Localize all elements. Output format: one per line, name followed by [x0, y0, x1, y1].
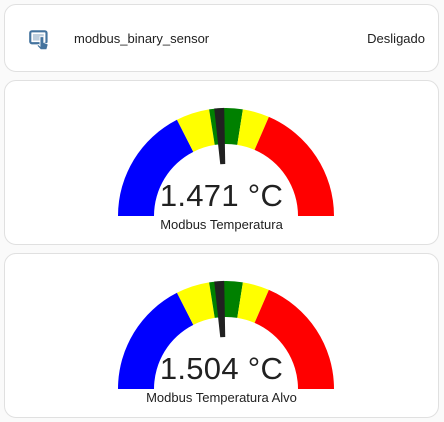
gauge-card-modbus-temperatura-alvo[interactable]: 1.504 °C Modbus Temperatura Alvo [4, 253, 439, 418]
gauge-segment-3 [237, 282, 269, 323]
gauge-needle [214, 107, 226, 165]
entity-name: modbus_binary_sensor [74, 31, 210, 46]
gauge-segment-1 [176, 109, 215, 152]
gauge-segment-3 [237, 109, 269, 150]
entity-state: Desligado [367, 31, 425, 46]
gauge-value: 1.504 °C [159, 351, 284, 386]
gauge-value: 1.471 °C [159, 178, 284, 213]
gauge-needle [214, 280, 226, 338]
binary-sensor-icon [29, 30, 49, 51]
gauge-dial [118, 107, 334, 216]
gauge-segment-4 [254, 289, 334, 389]
gauge-segment-4 [254, 116, 334, 216]
entity-card: modbus_binary_sensor Desligado [4, 4, 439, 72]
gauge-card-modbus-temperatura[interactable]: 1.471 °C Modbus Temperatura [4, 80, 439, 245]
gauge-segment-2 [209, 108, 243, 145]
gauge-name: Modbus Temperatura [160, 217, 283, 232]
gauge-dial [118, 280, 334, 389]
gauge-segment-0 [118, 119, 194, 216]
gauge-segment-0 [118, 292, 194, 389]
gauge-name: Modbus Temperatura Alvo [146, 390, 297, 405]
gauge-segment-1 [176, 282, 215, 325]
gauge-segment-2 [209, 281, 243, 318]
entity-row-modbus-binary-sensor[interactable]: modbus_binary_sensor Desligado [5, 5, 438, 71]
